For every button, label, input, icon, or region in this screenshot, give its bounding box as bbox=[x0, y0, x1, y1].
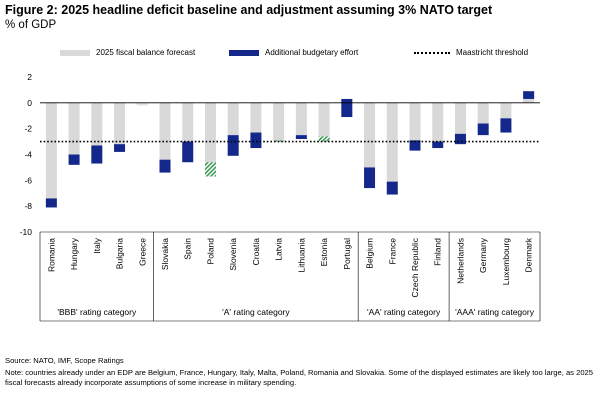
category-label: Slovenia bbox=[228, 238, 238, 271]
bar-effort bbox=[45, 198, 57, 208]
bar-effort bbox=[386, 181, 398, 195]
bar-forecast bbox=[250, 102, 262, 133]
bar-effort bbox=[91, 145, 103, 164]
category-label: Portugal bbox=[342, 238, 352, 270]
category-label: Latvia bbox=[274, 238, 284, 261]
chart-subtitle: % of GDP bbox=[5, 19, 57, 31]
y-tick-label: 2 bbox=[27, 72, 32, 82]
bar-forecast bbox=[273, 102, 285, 142]
y-tick-label: -2 bbox=[24, 124, 32, 134]
bar-forecast bbox=[91, 102, 103, 146]
y-tick-label: -6 bbox=[24, 175, 32, 185]
bar-forecast bbox=[318, 102, 330, 142]
y-tick-label: -10 bbox=[20, 227, 33, 237]
legend-item-forecast: 2025 fiscal balance forecast bbox=[60, 48, 195, 57]
bar-forecast bbox=[182, 102, 194, 142]
bar-forecast bbox=[295, 102, 307, 136]
category-label: Finland bbox=[433, 238, 443, 266]
legend-item-threshold: Maastricht threshold bbox=[414, 48, 528, 57]
legend-item-effort: Additional budgetary effort bbox=[229, 48, 358, 57]
bar-forecast bbox=[45, 102, 57, 199]
category-label: France bbox=[387, 238, 397, 265]
legend-swatch-threshold bbox=[414, 51, 450, 54]
axes-layer bbox=[39, 102, 541, 322]
category-label: Spain bbox=[183, 238, 193, 260]
category-label: Croatia bbox=[251, 238, 261, 266]
category-label: Germany bbox=[478, 237, 488, 273]
bar-effort bbox=[182, 141, 194, 163]
category-label: Netherlands bbox=[455, 238, 465, 284]
y-tick-label: -4 bbox=[24, 150, 32, 160]
bar-forecast bbox=[500, 102, 512, 119]
legend-label-threshold: Maastricht threshold bbox=[456, 48, 529, 57]
bar-effort bbox=[159, 159, 171, 173]
source-note: Source: NATO, IMF, Scope Ratings bbox=[5, 356, 124, 365]
group-label: 'AAA' rating category bbox=[455, 307, 535, 317]
bar-effort bbox=[318, 136, 330, 142]
bar-effort bbox=[204, 162, 216, 177]
legend-swatch-forecast bbox=[60, 49, 90, 56]
category-label: Hungary bbox=[69, 237, 79, 270]
category-label: Greece bbox=[137, 238, 147, 266]
legend-label-effort: Additional budgetary effort bbox=[265, 48, 359, 57]
bar-effort bbox=[227, 135, 239, 156]
bar-forecast bbox=[68, 102, 80, 155]
category-label: Lithuania bbox=[296, 238, 306, 273]
chart-legend: 2025 fiscal balance forecast Additional … bbox=[0, 48, 599, 62]
bar-forecast bbox=[114, 102, 126, 145]
category-label: Romania bbox=[46, 238, 56, 272]
category-label: Luxembourg bbox=[501, 238, 511, 286]
bar-effort bbox=[250, 132, 262, 149]
category-label: Slovakia bbox=[160, 238, 170, 270]
group-label: 'AA' rating category bbox=[367, 307, 441, 317]
footnote: Note: countries already under an EDP are… bbox=[5, 368, 593, 387]
bar-effort bbox=[409, 140, 421, 151]
category-label: Bulgaria bbox=[115, 238, 125, 269]
group-label: 'A' rating category bbox=[222, 307, 290, 317]
bar-forecast bbox=[364, 102, 376, 168]
category-label: Italy bbox=[92, 237, 102, 253]
category-label: Poland bbox=[205, 238, 215, 265]
bar-forecast bbox=[409, 102, 421, 141]
bar-effort bbox=[500, 118, 512, 133]
bar-forecast bbox=[432, 102, 444, 142]
bar-effort bbox=[68, 154, 80, 165]
bar-effort bbox=[295, 135, 307, 139]
bar-effort bbox=[364, 167, 376, 189]
category-label: Belgium bbox=[365, 238, 375, 269]
chart-title: Figure 2: 2025 headline deficit baseline… bbox=[5, 3, 493, 17]
y-tick-label: 0 bbox=[27, 98, 32, 108]
bar-effort bbox=[341, 98, 353, 118]
bar-effort bbox=[136, 102, 148, 106]
legend-swatch-effort bbox=[229, 49, 259, 56]
bar-effort bbox=[114, 144, 126, 152]
category-label: Denmark bbox=[524, 237, 534, 272]
bar-effort bbox=[477, 123, 489, 136]
bar-forecast bbox=[454, 102, 466, 134]
y-tick-label: -8 bbox=[24, 201, 32, 211]
bar-forecast bbox=[227, 102, 239, 136]
legend-label-forecast: 2025 fiscal balance forecast bbox=[96, 48, 196, 57]
bar-effort bbox=[432, 141, 444, 149]
bar-effort bbox=[454, 133, 466, 145]
bar-forecast bbox=[386, 102, 398, 182]
bar-effort bbox=[523, 91, 535, 99]
category-label: Czech Republic bbox=[410, 237, 420, 297]
bars-layer bbox=[45, 91, 535, 208]
category-label: Estonia bbox=[319, 238, 329, 267]
group-label: 'BBB' rating category bbox=[57, 307, 137, 317]
bar-forecast bbox=[204, 102, 216, 177]
bar-forecast bbox=[159, 102, 171, 160]
labels-layer: -10 -8 -6 -4 -2 0 2 Romania Hungary Italy Bulgaria… bbox=[20, 72, 535, 317]
bar-forecast bbox=[477, 102, 489, 124]
